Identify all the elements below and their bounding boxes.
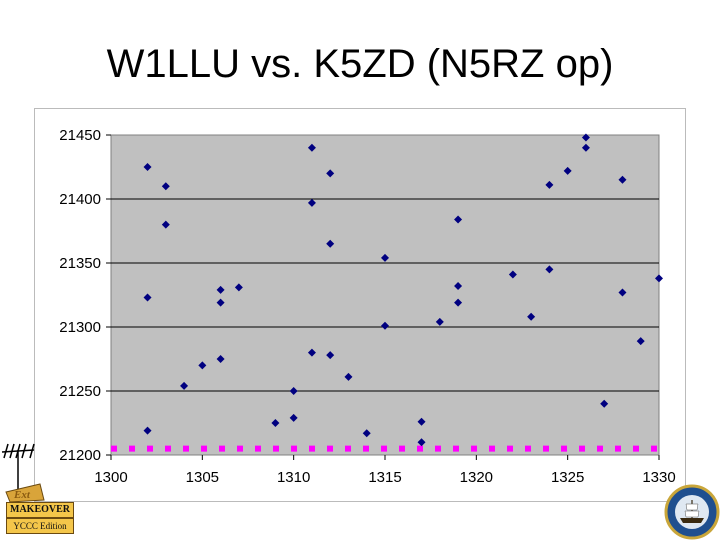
data-point: [618, 175, 627, 184]
data-point: [435, 317, 444, 326]
data-point: [326, 169, 335, 178]
data-point: [581, 143, 590, 152]
data-point: [381, 253, 389, 262]
data-point: [454, 215, 463, 224]
data-point: [563, 166, 572, 175]
data-point: [417, 438, 426, 447]
data-point: [636, 337, 645, 346]
y-tick-label: 21400: [59, 191, 101, 208]
data-point: [289, 387, 298, 395]
y-tick-label: 21250: [59, 383, 101, 400]
data-point: [161, 220, 170, 229]
antenna-logo: Ext: [1, 443, 45, 503]
x-tick-label: 1305: [186, 469, 219, 486]
plot-area: [110, 134, 660, 456]
data-point: [180, 381, 189, 390]
edition-label: YCCC Edition: [6, 518, 74, 534]
y-tick-label: 21350: [59, 255, 101, 272]
yccc-seal-logo: [664, 484, 720, 540]
scatter-chart: 21450 21400 21350 21300 21250 21200 1300 1305 13…: [59, 127, 675, 486]
data-point: [216, 355, 225, 363]
data-point: [545, 265, 554, 274]
data-point: [655, 274, 663, 283]
x-tick-label: 1320: [460, 469, 493, 486]
data-point: [344, 372, 353, 381]
data-point: [527, 312, 536, 321]
x-tick-label: 1300: [94, 469, 127, 486]
x-tick-label: 1325: [551, 469, 584, 486]
data-point: [216, 285, 225, 294]
chart-frame: 21450 21400 21350 21300 21250 21200 1300 1305 13…: [34, 108, 686, 502]
data-point: [307, 198, 316, 207]
data-point: [161, 182, 170, 191]
chart-title: W1LLU vs. K5ZD (N5RZ op): [106, 42, 614, 86]
y-tick-label: 21200: [59, 447, 101, 464]
data-point: [271, 419, 280, 427]
data-point: [381, 321, 389, 330]
data-point: [600, 399, 609, 408]
data-point: [454, 282, 463, 291]
data-point: [581, 133, 590, 142]
data-point: [289, 413, 298, 422]
data-point: [545, 180, 554, 189]
data-point: [454, 298, 463, 307]
x-tick-label: 1330: [642, 469, 675, 486]
x-tick-label: 1315: [368, 469, 401, 486]
data-point: [234, 283, 243, 292]
data-point: [143, 426, 152, 435]
data-point: [216, 298, 225, 307]
data-point: [508, 270, 517, 279]
svg-text:Ext: Ext: [13, 489, 31, 501]
data-point: [307, 348, 316, 357]
y-tick-label: 21450: [59, 127, 101, 144]
x-tick-label: 1310: [277, 469, 310, 486]
data-point: [326, 351, 335, 360]
data-point: [307, 143, 316, 152]
data-point: [618, 288, 627, 297]
makeover-label: MAKEOVER: [6, 502, 74, 518]
data-point: [417, 417, 426, 426]
data-point: [143, 293, 152, 302]
data-point: [143, 163, 152, 171]
data-point: [198, 361, 207, 370]
y-tick-label: 21300: [59, 319, 101, 336]
data-point: [326, 239, 335, 248]
data-point: [362, 429, 371, 438]
